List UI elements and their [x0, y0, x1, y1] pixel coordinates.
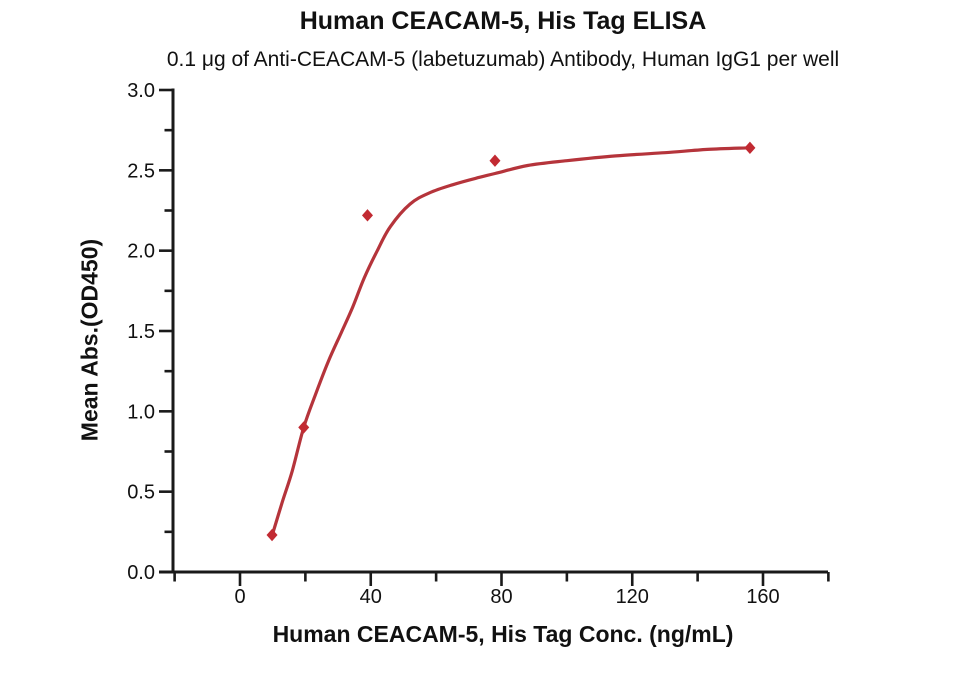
x-tick-label: 0	[234, 586, 245, 608]
chart-header: Human CEACAM-5, His Tag ELISA 0.1 μg of …	[46, 0, 960, 72]
chart-subtitle: 0.1 μg of Anti-CEACAM-5 (labetuzumab) An…	[166, 48, 840, 71]
y-tick-label: 2.0	[127, 241, 155, 263]
x-axis-label: Human CEACAM-5, His Tag Conc. (ng/mL)	[272, 621, 734, 647]
y-tick-label: 1.0	[127, 401, 155, 423]
x-tick-label: 160	[746, 586, 779, 608]
y-tick-label: 3.0	[127, 80, 155, 102]
y-tick-label: 2.5	[127, 160, 155, 182]
x-tick-label: 120	[616, 586, 649, 608]
chart-title: Human CEACAM-5, His Tag ELISA	[299, 7, 707, 35]
y-tick-label: 0.0	[127, 562, 155, 584]
data-point-diamond	[489, 154, 501, 167]
y-tick-label: 0.5	[127, 482, 155, 504]
data-point-diamond	[361, 209, 373, 222]
fit-curve	[270, 146, 752, 538]
data-point-diamond	[266, 528, 278, 542]
data-point-diamond	[744, 141, 756, 155]
data-point-diamond	[298, 421, 310, 434]
x-tick-label: 40	[360, 586, 382, 608]
y-tick-label: 1.5	[127, 321, 155, 343]
x-tick-label: 80	[490, 586, 512, 608]
